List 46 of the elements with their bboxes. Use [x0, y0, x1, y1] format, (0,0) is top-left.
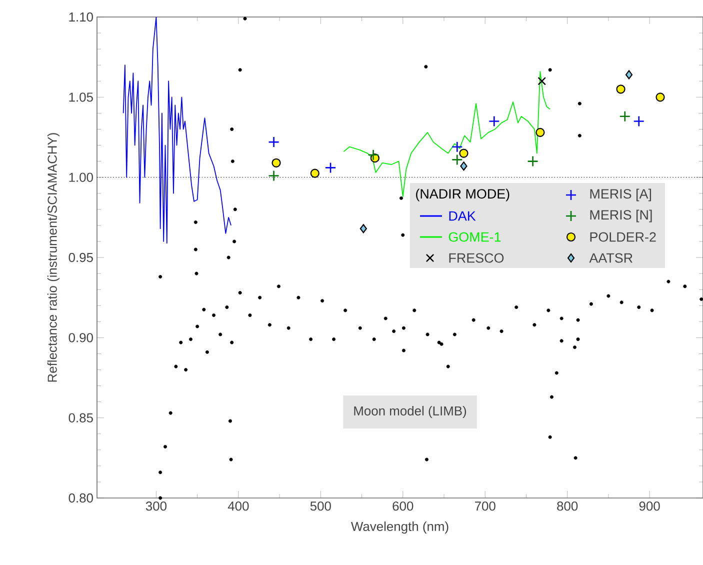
legend-label: AATSR	[589, 253, 632, 263]
point	[625, 70, 633, 80]
point	[324, 162, 336, 174]
point	[619, 110, 631, 122]
y-tick-label: 0.90	[68, 333, 93, 342]
point	[538, 76, 546, 86]
y-tick-label: 0.95	[68, 252, 93, 262]
point	[360, 224, 367, 234]
point	[268, 170, 280, 182]
x-tick-label: 500	[310, 502, 331, 511]
y-axis-title: Reflectance ratio (instrument/SCIAMACHY)	[47, 133, 60, 382]
point	[368, 149, 379, 161]
legend-label: MERIS [N]	[590, 210, 652, 222]
point	[536, 128, 545, 137]
y-tick-label: 1.05	[69, 92, 93, 102]
annotation: Moon model (LIMB)	[354, 406, 466, 418]
legend-label: GOME-1	[448, 232, 501, 242]
point	[460, 162, 468, 171]
point	[459, 148, 468, 158]
legend-label: DAK	[449, 211, 476, 221]
legend-label: POLDER-2	[590, 232, 656, 242]
legend-title: (NADIR MODE)	[416, 188, 510, 202]
point	[656, 92, 665, 102]
point	[310, 168, 320, 178]
x-tick-label: 700	[474, 502, 496, 511]
point	[633, 116, 645, 127]
point	[272, 158, 281, 168]
x-tick-label: 300	[146, 502, 167, 511]
y-tick-label: 1.10	[69, 12, 93, 22]
point	[527, 156, 538, 167]
y-tick-label: 0.80	[68, 493, 93, 503]
y-tick-label: 0.85	[68, 413, 93, 422]
legend-label: FRESCO	[449, 253, 504, 263]
point	[616, 84, 626, 94]
point	[452, 154, 463, 166]
x-axis-title: Wavelength (nm)	[351, 522, 448, 534]
point	[268, 136, 280, 148]
point	[488, 116, 500, 127]
line-series	[122, 16, 232, 244]
y-tick-label: 1.00	[69, 172, 93, 182]
x-tick-label: 600	[392, 502, 414, 511]
legend-label: MERIS [A]	[590, 188, 652, 202]
x-tick-label: 900	[639, 502, 660, 511]
x-tick-label: 400	[228, 502, 249, 511]
x-tick-label: 800	[557, 502, 578, 511]
point	[452, 141, 463, 153]
